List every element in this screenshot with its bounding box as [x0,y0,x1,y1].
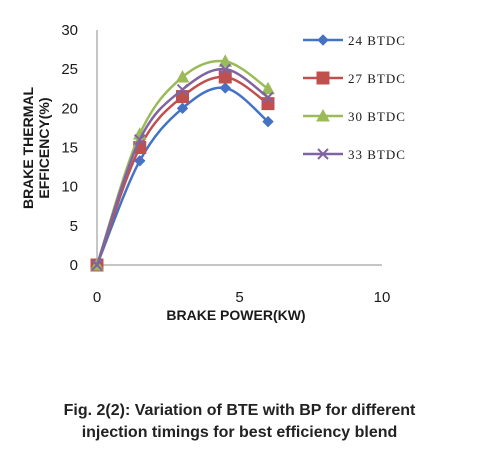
y-tick-label: 10 [61,179,78,196]
data-point [134,133,146,146]
x-axis-title: BRAKE POWER(KW) [166,307,305,323]
line-chart: 0 5 10 15 20 25 30 0 5 10 24 BTDC 27 BTDC 30 BTDC 33… [20,22,406,323]
legend-swatch-marker [316,108,330,122]
legend-item: 33 BTDC [303,147,406,162]
y-tick-label: 15 [61,140,78,157]
data-point [262,91,274,104]
figure-caption: Fig. 2(2): Variation of BTE with BP for … [0,400,479,444]
legend-swatch-marker [317,148,329,160]
data-point [176,83,189,96]
legend-item: 30 BTDC [303,108,406,124]
data-point [262,115,274,128]
y-tick-label: 30 [61,22,78,39]
y-axis-title-line: BRAKE THERMAL [20,87,36,210]
data-point [175,69,190,83]
series-24-btdc [91,82,274,271]
series-33-btdc [91,63,274,271]
y-tick-label: 25 [61,61,78,78]
legend-item: 27 BTDC [303,71,406,86]
y-axis-title-line: EFFICENCY(%) [36,97,52,198]
legend-label: 27 BTDC [348,71,406,86]
x-tick-label: 10 [374,289,391,306]
data-point [219,82,231,94]
data-point [261,97,275,111]
x-tick-label: 5 [235,289,243,306]
y-tick-label: 5 [70,218,78,235]
axis-titles: BRAKE POWER(KW) BRAKE THERMAL EFFICENCY(%) [20,87,306,323]
data-point [134,155,146,167]
data-point [218,54,233,67]
series-line [95,75,269,266]
legend-label: 24 BTDC [348,33,406,48]
data-point [218,70,232,84]
series-group [90,54,275,272]
legend-swatch-marker [317,34,329,46]
y-axis-title: BRAKE THERMAL EFFICENCY(%) [20,87,52,210]
caption-line-1: Fig. 2(2): Variation of BTE with BP for … [63,402,416,419]
x-tick-label: 0 [93,289,101,306]
axes: 0 5 10 15 20 25 30 0 5 10 [61,22,390,306]
y-tick-label: 20 [61,100,78,117]
data-point [91,259,103,271]
legend-item: 24 BTDC [303,33,406,48]
series-line [95,86,269,266]
legend-label: 33 BTDC [348,147,406,162]
legend: 24 BTDC 27 BTDC 30 BTDC 33 BTDC [303,33,406,162]
legend-label: 30 BTDC [348,109,406,124]
data-point [219,63,231,75]
data-point [261,81,275,95]
y-tick-label: 0 [70,257,78,274]
series-line [95,67,269,266]
caption-line-2: injection timings for best efficiency bl… [81,424,398,441]
legend-swatch-marker [316,71,330,85]
data-point [176,102,189,115]
